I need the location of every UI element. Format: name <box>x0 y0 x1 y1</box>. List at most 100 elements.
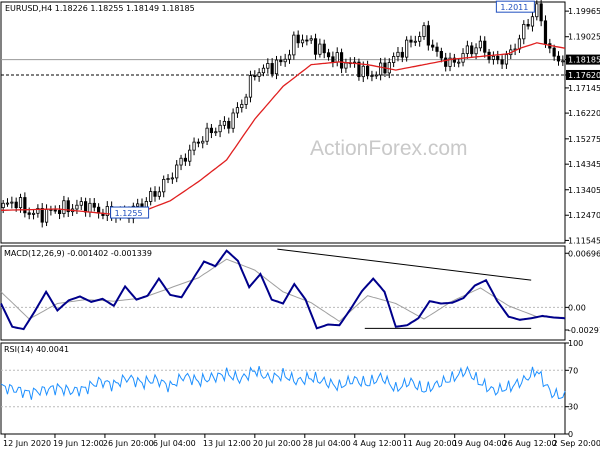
candle-body <box>149 191 153 202</box>
x-tick-label: 20 Jul 20:00 <box>253 439 301 448</box>
candle-body <box>5 202 10 205</box>
candle-body <box>535 3 539 18</box>
candle-body <box>218 124 222 133</box>
candle-body <box>409 39 413 43</box>
candle-body <box>496 55 500 61</box>
x-tick-label: 26 Jun 20:00 <box>103 439 154 448</box>
candle-body <box>322 43 326 54</box>
candle-body <box>478 40 483 49</box>
candle-body <box>444 57 448 67</box>
candle-body <box>526 23 530 27</box>
candle-body <box>431 44 435 48</box>
x-tick-label: 4 Aug 12:00 <box>353 439 402 448</box>
candle-body <box>500 59 504 65</box>
price-tick-label: 1.17145 <box>568 84 600 93</box>
candle-body <box>179 157 183 166</box>
candle-body <box>136 203 140 207</box>
candle-body <box>27 212 31 215</box>
candle-body <box>400 51 404 58</box>
candle-body <box>561 60 565 63</box>
candle-body <box>10 201 14 204</box>
panel-frame-1 <box>0 245 566 341</box>
candle-body <box>144 201 148 208</box>
candle-body <box>53 209 57 212</box>
annotation-box <box>110 206 150 219</box>
candle-body <box>539 3 543 22</box>
candle-body <box>244 96 248 105</box>
candle-body <box>235 107 240 114</box>
candle-body <box>18 197 23 209</box>
x-tick-label: 11 Aug 20:00 <box>403 439 457 448</box>
candle-body <box>543 20 548 45</box>
candle-body <box>279 59 283 63</box>
price-tick-label: 1.13405 <box>568 186 600 195</box>
x-tick-label: 2 Sep 20:00 <box>553 439 600 448</box>
price-tick-label: 1.12470 <box>568 211 600 220</box>
macd-tick-label: -0.002913 <box>568 326 600 335</box>
candle-body <box>361 65 365 78</box>
ma-line <box>1 42 566 216</box>
candle-body <box>62 200 66 215</box>
candle-body <box>387 62 391 74</box>
x-tick-label: 26 Aug 12:00 <box>503 439 557 448</box>
candle-body <box>183 157 187 162</box>
candle-body <box>287 54 292 60</box>
candle-body <box>75 204 79 210</box>
price-tick-label: 1.15275 <box>568 135 600 144</box>
candle-body <box>153 191 157 197</box>
candle-body <box>166 178 170 180</box>
macd-title: MACD(12,26,9) -0.001402 -0.001339 <box>4 249 152 258</box>
annotation-label: 1.1255 <box>115 209 143 218</box>
price-tick-label: 1.19025 <box>568 33 600 42</box>
rsi-line <box>0 365 566 400</box>
candle-body <box>331 56 335 63</box>
candle-body <box>23 197 27 214</box>
candle-body <box>79 201 83 206</box>
price-tick-label: 1.16220 <box>568 109 600 118</box>
macd-trendline-0 <box>277 248 532 281</box>
candle-body <box>448 57 452 67</box>
price-tick-label: 1.11545 <box>568 236 600 245</box>
macd-tick-label: 0.006966 <box>568 249 600 258</box>
candle-body <box>326 52 331 58</box>
candle-body <box>344 62 348 69</box>
rsi-tick-label: 70 <box>568 366 578 375</box>
candle-body <box>483 40 487 53</box>
candle-body <box>84 201 88 213</box>
x-tick-label: 6 Jul 04:00 <box>153 439 196 448</box>
candle-body <box>413 40 417 43</box>
candle-body <box>470 45 474 55</box>
candle-body <box>392 56 396 63</box>
candle-body <box>283 58 287 63</box>
candle-body <box>222 120 227 126</box>
candle-body <box>357 61 361 78</box>
candle-body <box>335 52 339 63</box>
candle-body <box>422 25 426 37</box>
candle-body <box>435 46 439 52</box>
rsi-tick-label: 100 <box>568 339 583 348</box>
candle-body <box>266 63 270 69</box>
candle-body <box>227 120 231 129</box>
candle-body <box>418 36 422 42</box>
candle-body <box>274 59 279 75</box>
candle-body <box>439 51 443 59</box>
candle-body <box>192 141 196 151</box>
price-title: EURUSD,H4 1.18226 1.18255 1.18149 1.1818… <box>5 4 195 13</box>
candle-body <box>426 25 430 46</box>
candle-body <box>552 47 556 57</box>
candle-body <box>170 177 174 180</box>
macd-signal-line <box>0 258 566 323</box>
candle-body <box>261 67 266 74</box>
candle-body <box>175 164 179 179</box>
candle-body <box>379 62 383 76</box>
candles-group <box>1 0 565 228</box>
candle-body <box>339 52 344 69</box>
panel-frame-2 <box>0 342 566 435</box>
x-tick-label: 19 Aug 04:00 <box>453 439 507 448</box>
price-tick-highlight <box>566 54 600 65</box>
candle-body <box>491 55 496 60</box>
candle-body <box>556 55 561 62</box>
macd-line <box>0 249 566 331</box>
macd-tick-label: 0.00 <box>568 303 586 312</box>
